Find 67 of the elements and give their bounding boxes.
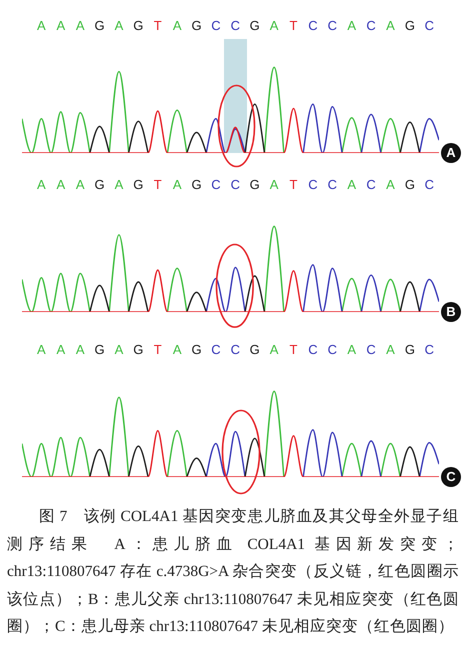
x-tick-label: A [386, 342, 396, 357]
x-tick-label: C [211, 342, 221, 357]
x-tick-label: G [250, 177, 260, 192]
x-tick-label: A [37, 18, 46, 33]
x-tick-label: G [191, 177, 202, 192]
text: A [441, 143, 461, 163]
x-tick-label: T [290, 18, 298, 33]
x-tick-label: G [94, 18, 105, 33]
x-tick-label: C [308, 342, 318, 357]
x-tick-label: G [94, 177, 105, 192]
x-tick-label: A [76, 18, 85, 33]
x-tick-label: A [386, 18, 396, 33]
x-tick-label: A [56, 18, 66, 33]
x-tick-label: A [270, 177, 279, 192]
x-tick-label: G [133, 18, 144, 33]
x-tick-label: C [424, 342, 434, 357]
x-tick-label: C [424, 18, 434, 33]
x-tick-label: A [386, 177, 396, 192]
x-tick-label: A [114, 342, 124, 357]
x-tick-label: G [191, 342, 202, 357]
x-tick-label: T [154, 177, 162, 192]
x-tick-label: A [347, 177, 356, 192]
x-tick-label: C [328, 342, 338, 357]
x-tick-label: G [250, 18, 260, 33]
x-tick-label: A [270, 342, 279, 357]
x-tick-label: C [211, 177, 221, 192]
x-tick-label: C [211, 18, 221, 33]
x-tick-label: A [270, 18, 279, 33]
x-tick-label: A [114, 18, 124, 33]
x-tick-label: C [366, 177, 376, 192]
x-tick-label: A [56, 342, 66, 357]
x-tick-label: C [366, 342, 376, 357]
x-tick-label: G [250, 342, 260, 357]
x-tick-label: C [308, 177, 318, 192]
x-tick-label: T [154, 342, 162, 357]
x-tick-label: C [328, 18, 338, 33]
x-tick-label: A [347, 18, 356, 33]
x-tick-label: G [404, 177, 415, 192]
x-tick-label: A [56, 177, 66, 192]
x-tick-label: A [76, 342, 85, 357]
x-tick-label: T [154, 18, 162, 33]
x-tick-label: A [76, 177, 85, 192]
x-tick-label: C [424, 177, 434, 192]
x-tick-label: C [308, 18, 318, 33]
x-tick-label: C [328, 177, 338, 192]
x-tick-label: A [114, 177, 124, 192]
x-tick-label: C [230, 342, 240, 357]
x-tick-label: G [94, 342, 105, 357]
x-tick-label: G [133, 177, 144, 192]
x-tick-label: G [133, 342, 144, 357]
x-tick-label: T [290, 177, 298, 192]
x-tick-label: A [347, 342, 356, 357]
x-tick-label: A [172, 177, 182, 192]
caption: 图 7 该例 COL4A1 基因突变患儿脐血及其父母全外显子组测序结果 A：患儿脐血 COL4A1 基因新发突变；chr13:110807647 存在 c.4738G>A 杂合突变（反义链，红色圆圈示该位点）；B：患儿父亲 chr13:110807647 未见相应突变（红色圆圈）；C：患儿母亲 chr13:110807647 未见相应突变（红色圆圈） [7, 507, 459, 637]
text: B [441, 302, 461, 322]
x-tick-label: G [404, 18, 415, 33]
x-tick-label: G [191, 18, 202, 33]
x-tick-label: T [290, 342, 298, 357]
x-tick-label: A [37, 177, 46, 192]
x-tick-label: A [37, 342, 46, 357]
x-tick-label: A [172, 18, 182, 33]
text: C [441, 467, 461, 487]
x-tick-label: C [230, 18, 240, 33]
x-tick-label: G [404, 342, 415, 357]
x-tick-label: A [172, 342, 182, 357]
x-tick-label: C [230, 177, 240, 192]
x-tick-label: C [366, 18, 376, 33]
